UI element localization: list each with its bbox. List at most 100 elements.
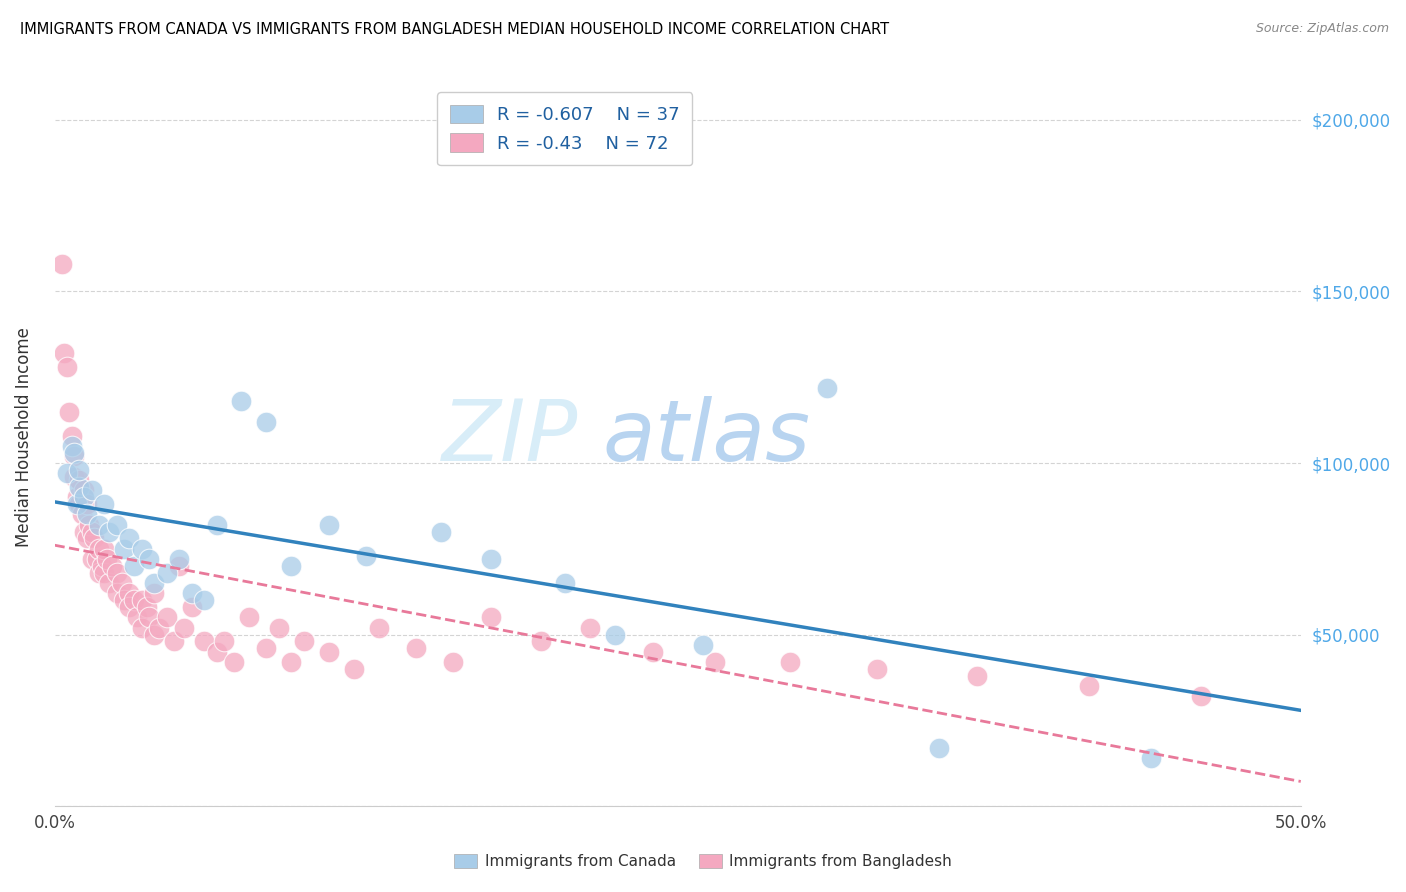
Point xyxy=(156,566,179,580)
Point xyxy=(60,439,83,453)
Point xyxy=(79,517,101,532)
Point xyxy=(124,593,146,607)
Point xyxy=(80,483,103,498)
Point xyxy=(343,662,366,676)
Point xyxy=(163,634,186,648)
Point xyxy=(554,576,576,591)
Point xyxy=(63,449,86,463)
Point xyxy=(112,593,135,607)
Point xyxy=(222,655,245,669)
Point xyxy=(441,655,464,669)
Point xyxy=(367,621,389,635)
Point xyxy=(605,627,627,641)
Point xyxy=(318,517,340,532)
Point xyxy=(143,576,166,591)
Point xyxy=(105,566,128,580)
Point xyxy=(180,600,202,615)
Point xyxy=(118,532,141,546)
Point xyxy=(292,634,315,648)
Point xyxy=(354,549,377,563)
Point xyxy=(51,257,73,271)
Y-axis label: Median Household Income: Median Household Income xyxy=(15,327,32,547)
Point xyxy=(69,480,91,494)
Point xyxy=(131,593,153,607)
Point xyxy=(280,558,302,573)
Point xyxy=(148,621,170,635)
Point xyxy=(254,415,277,429)
Point xyxy=(193,634,215,648)
Point xyxy=(138,610,160,624)
Point xyxy=(529,634,551,648)
Point xyxy=(143,627,166,641)
Point xyxy=(69,473,91,487)
Point xyxy=(69,497,91,511)
Point xyxy=(131,621,153,635)
Point xyxy=(83,532,105,546)
Point xyxy=(89,541,111,556)
Point xyxy=(63,446,86,460)
Point xyxy=(138,552,160,566)
Point xyxy=(205,645,228,659)
Point xyxy=(93,497,115,511)
Point xyxy=(318,645,340,659)
Point xyxy=(93,566,115,580)
Point xyxy=(111,576,134,591)
Point xyxy=(1140,751,1163,765)
Point xyxy=(70,508,93,522)
Point xyxy=(254,641,277,656)
Point xyxy=(231,394,253,409)
Text: ZIP: ZIP xyxy=(441,396,578,479)
Point xyxy=(76,497,98,511)
Point xyxy=(66,497,89,511)
Point xyxy=(280,655,302,669)
Point xyxy=(167,558,190,573)
Point xyxy=(1077,679,1099,693)
Point xyxy=(966,669,988,683)
Point xyxy=(105,586,128,600)
Point xyxy=(60,428,83,442)
Point xyxy=(193,593,215,607)
Point xyxy=(86,552,108,566)
Point xyxy=(125,610,148,624)
Point xyxy=(98,524,121,539)
Point xyxy=(212,634,235,648)
Point xyxy=(73,524,96,539)
Point xyxy=(89,566,111,580)
Point xyxy=(90,558,112,573)
Point xyxy=(1189,690,1212,704)
Point xyxy=(80,524,103,539)
Text: atlas: atlas xyxy=(603,396,811,479)
Point xyxy=(101,558,124,573)
Point xyxy=(928,740,950,755)
Point xyxy=(89,517,111,532)
Point xyxy=(579,621,602,635)
Point xyxy=(112,541,135,556)
Point xyxy=(238,610,260,624)
Point xyxy=(80,552,103,566)
Point xyxy=(479,552,502,566)
Point xyxy=(73,483,96,498)
Point xyxy=(58,404,80,418)
Point xyxy=(173,621,195,635)
Point xyxy=(143,586,166,600)
Point xyxy=(69,463,91,477)
Point xyxy=(180,586,202,600)
Point xyxy=(93,541,115,556)
Point xyxy=(76,532,98,546)
Point xyxy=(53,346,76,360)
Point xyxy=(641,645,664,659)
Point xyxy=(479,610,502,624)
Point xyxy=(692,638,714,652)
Point xyxy=(405,641,427,656)
Point xyxy=(167,552,190,566)
Legend: Immigrants from Canada, Immigrants from Bangladesh: Immigrants from Canada, Immigrants from … xyxy=(449,848,957,875)
Point xyxy=(98,576,121,591)
Point xyxy=(118,586,141,600)
Point xyxy=(131,541,153,556)
Point xyxy=(815,380,838,394)
Point xyxy=(66,491,89,505)
Legend: R = -0.607    N = 37, R = -0.43    N = 72: R = -0.607 N = 37, R = -0.43 N = 72 xyxy=(437,92,692,165)
Point xyxy=(63,469,86,483)
Point xyxy=(135,600,157,615)
Text: IMMIGRANTS FROM CANADA VS IMMIGRANTS FROM BANGLADESH MEDIAN HOUSEHOLD INCOME COR: IMMIGRANTS FROM CANADA VS IMMIGRANTS FRO… xyxy=(20,22,889,37)
